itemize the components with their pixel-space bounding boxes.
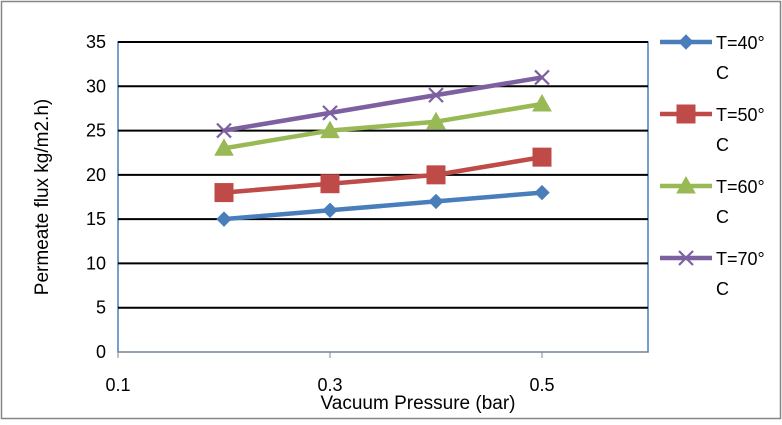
y-axis-title: Permeate flux kg/m2.h): [32, 99, 53, 295]
legend-item: T=50° C: [660, 104, 765, 155]
y-tick-label: 0: [96, 342, 106, 362]
plot-area: [117, 41, 649, 353]
data-point: [426, 165, 446, 185]
data-point: [322, 105, 338, 121]
y-tick-label: 30: [86, 76, 106, 96]
data-point: [320, 174, 340, 194]
data-point: [428, 87, 444, 103]
data-point: [216, 122, 232, 139]
data-point: [214, 138, 234, 156]
data-point: [426, 111, 446, 130]
legend-label: T=50°: [716, 105, 765, 125]
marker-stroke: [216, 122, 232, 139]
series-line-1: [223, 190, 543, 222]
legend-marker: [678, 34, 694, 50]
data-point: [534, 184, 550, 201]
data-point: [428, 193, 444, 210]
legend-label-cont: C: [716, 63, 729, 83]
x-tick-label: 0.3: [317, 375, 342, 395]
y-tick-label: 15: [86, 209, 106, 229]
legend-marker: [678, 250, 694, 266]
legend-item: T=40° C: [660, 33, 765, 83]
data-point: [214, 183, 234, 203]
legend-label-cont: C: [716, 135, 729, 155]
legend-item: T=60° C: [660, 175, 765, 227]
data-point: [532, 93, 552, 112]
legend-item: T=70° C: [660, 249, 765, 299]
y-tick-label: 25: [86, 121, 106, 141]
series-line-3: [223, 101, 543, 151]
legend-label: T=60°: [716, 177, 765, 197]
marker-stroke: [322, 105, 338, 121]
y-tick-label: 35: [86, 32, 106, 52]
legend-label-cont: C: [716, 279, 729, 299]
legend-marker: [676, 175, 696, 194]
data-point: [532, 147, 552, 167]
y-tick-label: 5: [96, 298, 106, 318]
x-axis-title: Vacuum Pressure (bar): [321, 393, 516, 414]
y-tick-label: 20: [86, 165, 106, 185]
data-point: [320, 120, 340, 139]
marker-stroke: [428, 87, 444, 103]
series-line-4: [223, 75, 543, 133]
marker-stroke: [678, 250, 694, 266]
x-tick-label: 0.1: [105, 375, 130, 395]
marker-stroke: [534, 69, 550, 86]
data-point: [322, 202, 338, 218]
series-line-2: [223, 154, 543, 195]
legend-label: T=70°: [716, 249, 765, 269]
data-point: [534, 69, 550, 86]
legend-label-cont: C: [716, 207, 729, 227]
legend-marker: [676, 104, 696, 124]
data-point: [216, 211, 232, 227]
x-tick-label: 0.5: [529, 375, 554, 395]
legend-label: T=40°: [716, 33, 765, 53]
y-tick-label: 10: [86, 253, 106, 273]
